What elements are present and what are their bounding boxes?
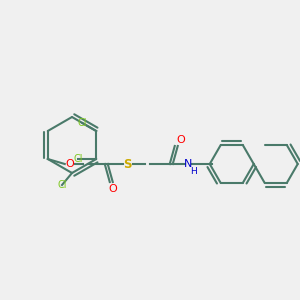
Text: H: H	[190, 167, 197, 176]
Text: Cl: Cl	[57, 180, 67, 190]
Text: N: N	[184, 159, 192, 169]
Text: Cl: Cl	[77, 118, 87, 128]
Text: O: O	[176, 135, 185, 145]
Text: S: S	[124, 158, 132, 170]
Text: Cl: Cl	[74, 154, 83, 164]
Text: O: O	[65, 159, 74, 169]
Text: O: O	[108, 184, 117, 194]
